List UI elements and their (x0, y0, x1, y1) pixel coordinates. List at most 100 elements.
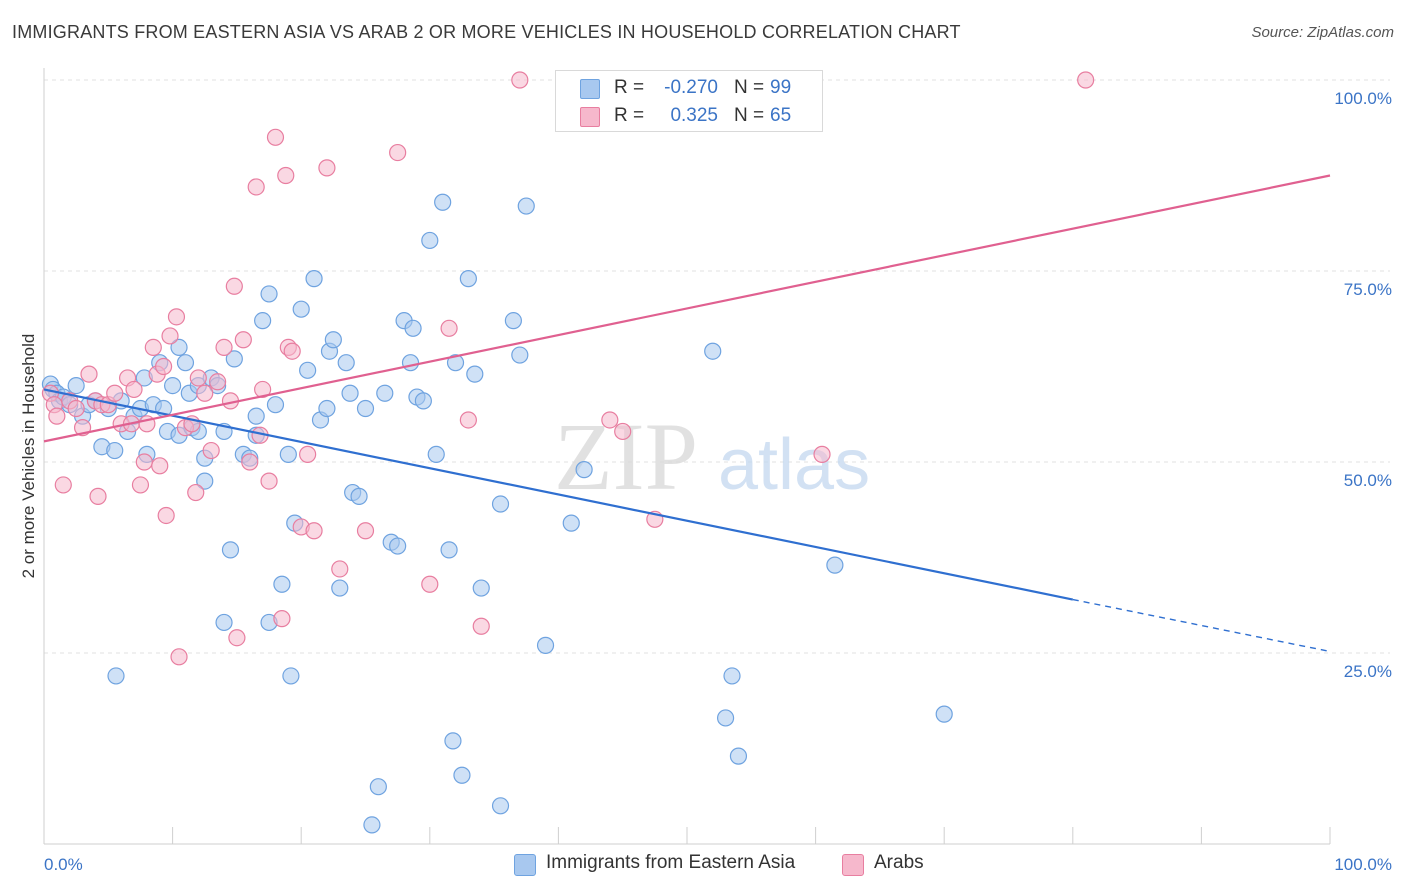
point-eastern-asia (106, 441, 124, 460)
point-arabs (67, 399, 85, 418)
point-arabs (318, 159, 336, 177)
legend-label-arabs: Arabs (874, 852, 924, 873)
point-eastern-asia (729, 747, 748, 765)
point-arabs (215, 338, 233, 356)
point-eastern-asia (723, 667, 741, 685)
point-eastern-asia (350, 487, 368, 505)
point-eastern-asia (562, 514, 580, 532)
point-arabs (228, 629, 246, 647)
point-arabs (167, 308, 186, 326)
point-arabs (106, 384, 124, 402)
point-eastern-asia (935, 705, 953, 723)
y-tick-label: 50.0% (1344, 471, 1392, 490)
point-eastern-asia (164, 377, 182, 395)
point-eastern-asia (459, 270, 477, 288)
point-arabs (196, 384, 214, 402)
point-arabs (247, 178, 265, 196)
point-arabs (813, 445, 831, 463)
point-eastern-asia (389, 537, 407, 555)
chart-source: Source: ZipAtlas.com (1251, 24, 1394, 41)
point-eastern-asia (446, 354, 465, 372)
point-arabs (511, 71, 529, 89)
point-arabs (209, 373, 227, 391)
point-eastern-asia (107, 667, 125, 685)
point-eastern-asia (221, 541, 240, 559)
legend-swatch-eastern-asia (514, 854, 536, 876)
point-arabs (225, 277, 243, 295)
point-eastern-asia (511, 346, 529, 364)
point-arabs (157, 506, 175, 525)
y-axis-title: 2 or more Vehicles in Household (19, 334, 38, 579)
trend-line-eastern-asia (43, 388, 1074, 601)
point-eastern-asia (421, 231, 439, 250)
point-arabs (260, 472, 278, 490)
point-arabs (472, 617, 490, 635)
point-eastern-asia (279, 445, 297, 463)
point-eastern-asia (517, 197, 535, 215)
point-arabs (283, 342, 301, 360)
stats-row-arabs: R = 0.325 N = 65 (556, 103, 822, 131)
watermark-zip: ZIP (554, 403, 698, 510)
point-eastern-asia (341, 384, 359, 402)
trend-lines (43, 174, 1331, 653)
point-eastern-asia (170, 338, 188, 356)
point-eastern-asia (318, 399, 336, 418)
y-tick-labels: 25.0% 50.0% 75.0% 100.0% (1334, 89, 1392, 681)
point-eastern-asia (427, 445, 445, 463)
point-eastern-asia (536, 636, 555, 654)
point-arabs (277, 166, 295, 185)
point-arabs (202, 441, 220, 460)
stats-box: R = -0.270 N = 99 R = 0.325 N = 65 (555, 70, 823, 132)
stats-row-eastern-asia: R = -0.270 N = 99 (556, 75, 822, 103)
point-eastern-asia (404, 319, 422, 337)
point-eastern-asia (716, 709, 735, 727)
stats-n-label: N = (734, 105, 765, 126)
point-arabs (189, 369, 207, 387)
point-eastern-asia (704, 342, 722, 360)
point-arabs (459, 411, 477, 429)
point-eastern-asia (444, 732, 462, 750)
point-eastern-asia (299, 361, 317, 379)
point-eastern-asia (401, 354, 420, 372)
point-eastern-asia (453, 766, 471, 784)
point-eastern-asia (331, 579, 349, 597)
point-eastern-asia (247, 407, 265, 425)
point-eastern-asia (472, 579, 490, 597)
legend-label-eastern-asia: Immigrants from Eastern Asia (546, 852, 796, 873)
point-arabs (80, 365, 98, 383)
point-arabs (299, 445, 317, 463)
point-arabs (170, 648, 188, 666)
point-arabs (421, 575, 439, 593)
chart-title: IMMIGRANTS FROM EASTERN ASIA VS ARAB 2 O… (12, 22, 961, 42)
gridlines (44, 79, 1390, 654)
point-arabs (241, 453, 259, 471)
y-tick-label: 25.0% (1344, 662, 1392, 681)
point-arabs (54, 476, 72, 494)
point-eastern-asia (305, 270, 323, 288)
point-eastern-asia (434, 193, 452, 211)
trend-line-eastern-asia-projection (1072, 598, 1331, 653)
chart-legend: Immigrants from Eastern Asia Arabs (0, 852, 1406, 878)
point-arabs (356, 522, 375, 540)
point-eastern-asia (369, 778, 387, 796)
y-tick-label: 100.0% (1334, 89, 1392, 108)
point-arabs (151, 457, 169, 475)
point-arabs (234, 331, 252, 349)
trend-line-arabs (43, 174, 1331, 443)
point-arabs (273, 610, 291, 628)
stats-r-label: R = (614, 77, 645, 98)
x-tick-labels: 0.0% 100.0% (44, 855, 1392, 874)
y-tick-label: 75.0% (1344, 280, 1392, 299)
stats-swatch-eastern-asia (580, 79, 600, 99)
point-eastern-asia (215, 613, 233, 632)
axes (43, 68, 1331, 845)
point-arabs (305, 522, 323, 540)
point-eastern-asia (504, 312, 522, 330)
point-eastern-asia (491, 797, 510, 815)
point-arabs (154, 357, 173, 376)
point-arabs (131, 476, 150, 494)
point-arabs (161, 327, 179, 345)
stats-r-value: -0.270 (664, 77, 718, 98)
point-arabs (1077, 71, 1095, 89)
